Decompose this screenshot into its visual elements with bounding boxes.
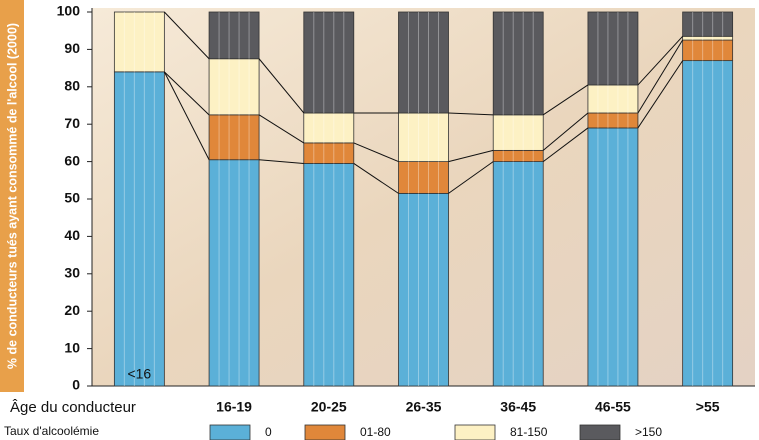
bar-inner-label: <16 — [127, 366, 151, 382]
legend-label: 81-150 — [510, 425, 548, 439]
bar-segment — [683, 61, 733, 386]
bar-segment — [683, 12, 733, 36]
x-axis-label: Âge du conducteur — [10, 399, 136, 416]
bar-segment — [114, 12, 164, 72]
bar-segment — [399, 162, 449, 194]
y-tick-label: 10 — [64, 339, 80, 355]
bar-segment — [209, 160, 259, 386]
x-tick-label: 36-45 — [500, 399, 536, 415]
legend-swatch — [305, 425, 345, 440]
y-tick-label: 20 — [64, 302, 80, 318]
y-tick-label: 30 — [64, 265, 80, 281]
bar-segment — [209, 59, 259, 115]
bar-segment — [588, 12, 638, 85]
legend-title: Taux d'alcoolémie — [4, 424, 99, 438]
bar-segment — [493, 115, 543, 151]
x-tick-label: >55 — [696, 399, 720, 415]
legend-label: >150 — [635, 425, 662, 439]
legend-swatch — [210, 425, 250, 440]
chart: % de conducteurs tués ayant consommé de … — [0, 0, 759, 440]
y-tick-label: 60 — [64, 152, 80, 168]
bar-segment — [588, 85, 638, 113]
y-tick-label: 90 — [64, 40, 80, 56]
bar-segment — [399, 12, 449, 113]
bar-segment — [683, 36, 733, 40]
x-tick-label: 16-19 — [216, 399, 252, 415]
bar-segment — [493, 12, 543, 115]
bar-segment — [304, 163, 354, 386]
bar-segment — [114, 72, 164, 386]
bar-segment — [209, 12, 259, 59]
legend-swatch — [580, 425, 620, 440]
bar-segment — [304, 113, 354, 143]
bar-segment — [683, 40, 733, 61]
bar-segment — [493, 150, 543, 161]
bar-segment — [493, 162, 543, 386]
y-tick-label: 70 — [64, 115, 80, 131]
x-tick-label: 26-35 — [406, 399, 442, 415]
x-tick-label: 20-25 — [311, 399, 347, 415]
bar-segment — [304, 12, 354, 113]
y-tick-label: 50 — [64, 190, 80, 206]
y-axis-label: % de conducteurs tués ayant consommé de … — [5, 23, 19, 369]
y-tick-label: 40 — [64, 227, 80, 243]
y-tick-label: 0 — [72, 377, 80, 393]
bar-segment — [399, 193, 449, 386]
y-tick-label: 100 — [57, 3, 81, 19]
bar-segment — [399, 113, 449, 162]
x-tick-label: 46-55 — [595, 399, 631, 415]
legend-label: 0 — [265, 425, 272, 439]
bar-segment — [304, 143, 354, 164]
legend-swatch — [455, 425, 495, 440]
bar-segment — [588, 128, 638, 386]
legend-label: 01-80 — [360, 425, 391, 439]
y-tick-label: 80 — [64, 78, 80, 94]
bar-segment — [209, 115, 259, 160]
bar-segment — [588, 113, 638, 128]
